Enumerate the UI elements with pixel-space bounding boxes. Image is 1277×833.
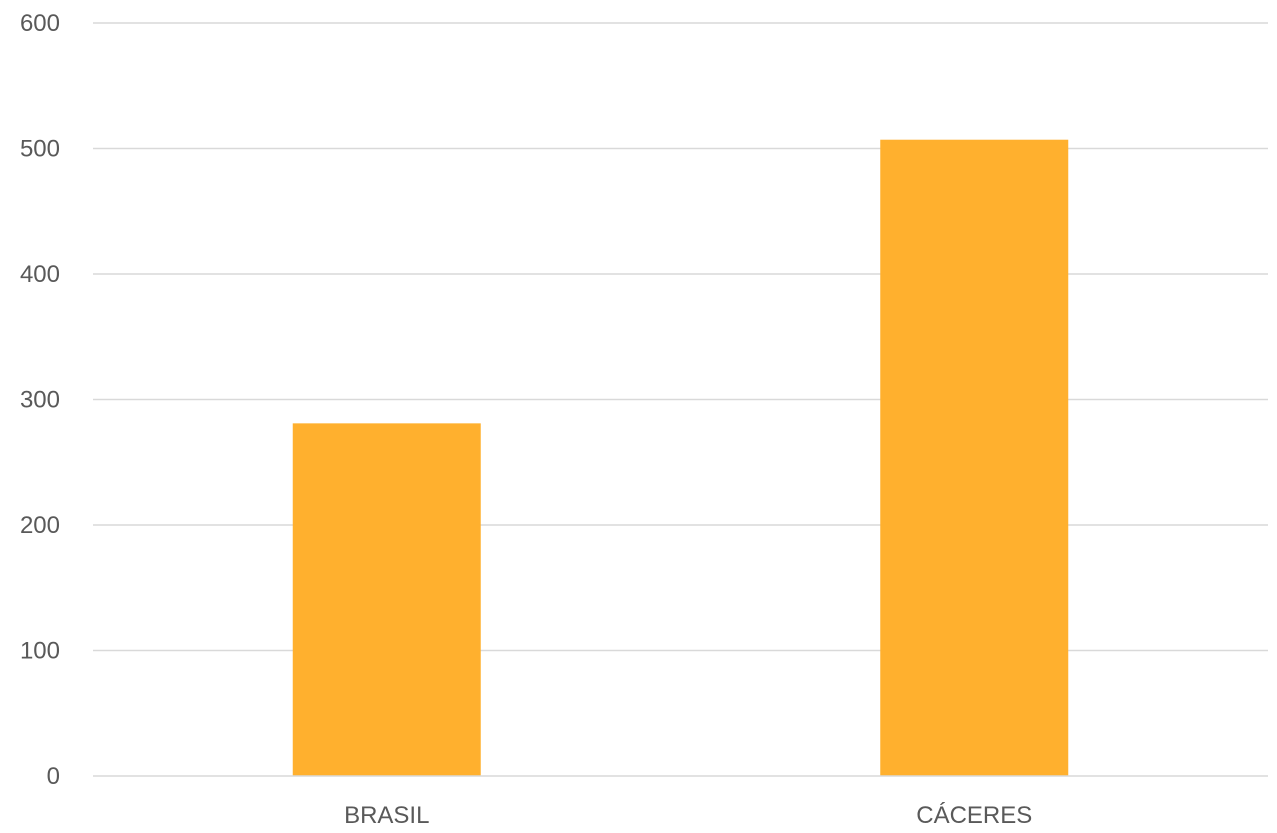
- y-tick-label: 500: [20, 136, 60, 163]
- x-category-label: CÁCERES: [916, 802, 1032, 829]
- bar-c-ceres: [880, 139, 1069, 777]
- y-tick-label: 300: [20, 387, 60, 414]
- bars: [292, 139, 1069, 777]
- bar-brasil: [292, 423, 481, 776]
- gridlines: [93, 22, 1268, 652]
- y-tick-label: 200: [20, 512, 60, 539]
- y-tick-label: 600: [20, 10, 60, 37]
- x-category-label: BRASIL: [344, 802, 429, 829]
- y-tick-label: 0: [47, 763, 60, 790]
- x-axis-category-labels: BRASIL CÁCERES: [344, 802, 1032, 829]
- y-tick-label: 400: [20, 261, 60, 288]
- y-tick-label: 100: [20, 638, 60, 665]
- y-axis-tick-labels: 0 100 200 300 400 500 600: [20, 10, 60, 790]
